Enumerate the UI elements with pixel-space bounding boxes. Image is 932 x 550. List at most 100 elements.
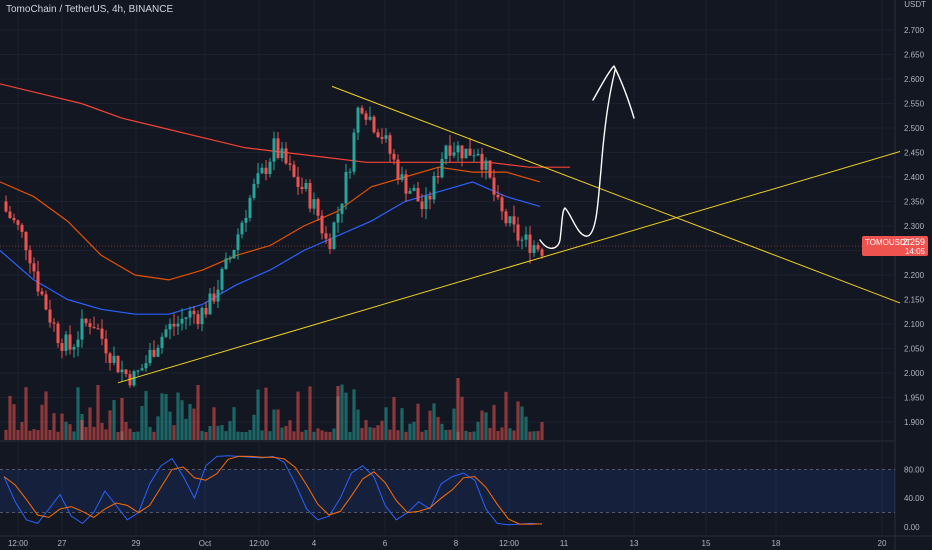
volume-bar [180, 400, 184, 440]
time-tick-label: 27 [58, 539, 67, 548]
volume-bar [416, 403, 420, 440]
candle-body [220, 268, 224, 290]
candle-body [12, 218, 16, 221]
candle-body [188, 310, 192, 318]
volume-bar [456, 378, 460, 440]
candle-body [84, 318, 88, 324]
candle-body [360, 107, 364, 114]
candle-body [20, 224, 24, 232]
candle-body [108, 353, 112, 363]
candle-body [288, 163, 292, 165]
volume-bar [296, 391, 300, 440]
candle-body [376, 132, 380, 138]
candle-body [340, 203, 344, 214]
candle-body [156, 347, 160, 357]
volume-bar [184, 418, 188, 440]
volume-bar [264, 387, 268, 440]
price-tick-label: 2.650 [904, 51, 925, 60]
volume-bar [392, 397, 396, 440]
candle-body [28, 250, 32, 264]
volume-bar [320, 430, 324, 440]
volume-bar [60, 413, 64, 440]
price-tick-label: 2.150 [904, 296, 925, 305]
volume-bar [56, 431, 60, 440]
volume-bar [396, 430, 400, 440]
candle-body [88, 323, 92, 327]
time-tick-label: 4 [312, 539, 317, 548]
candle-body [388, 135, 392, 154]
volume-bar [448, 429, 452, 440]
volume-bar [380, 420, 384, 440]
candle-body [200, 307, 204, 325]
candle-body [540, 249, 544, 256]
price-tick-label: 2.450 [904, 149, 925, 158]
volume-bar [220, 424, 224, 440]
candle-body [472, 155, 476, 157]
volume-bar [212, 407, 216, 440]
last-price-tag: TOMOUSDT 2.259 14:05 [862, 236, 928, 256]
candle-body [52, 322, 56, 324]
volume-bar [36, 430, 40, 440]
volume-bar [508, 428, 512, 440]
volume-bar [12, 404, 16, 440]
volume-bar [476, 421, 480, 440]
candle-body [332, 222, 336, 249]
candle-body [380, 137, 384, 139]
volume-bar [76, 387, 80, 440]
time-tick-label: Oct [199, 539, 212, 548]
price-tick-label: 2.600 [904, 75, 925, 84]
volume-bar [436, 416, 440, 440]
candle-body [524, 234, 528, 240]
candle-body [512, 216, 516, 225]
candle-body [356, 107, 360, 133]
candle-body [92, 326, 96, 329]
volume-bar [400, 408, 404, 440]
candle-body [116, 355, 120, 373]
volume-bar [164, 394, 168, 440]
time-axis: 12:00 27 29 Oct 12:00 4 6 8 12:00 11 13 15 18 20 [8, 539, 887, 548]
stochastic-k-line [3, 455, 543, 526]
volume-bar [64, 421, 68, 440]
candle-body [180, 318, 184, 324]
volume-bar [536, 431, 540, 440]
candle-body [456, 145, 460, 153]
candle-body [228, 258, 232, 260]
candle-body [392, 153, 396, 160]
candle-body [296, 176, 300, 187]
candle-body [496, 194, 500, 198]
time-tick-label: 8 [454, 539, 459, 548]
candle-body [348, 171, 352, 173]
volume-bar [488, 427, 492, 440]
volume-bar [492, 404, 496, 440]
candle-body [304, 182, 308, 190]
support-trendline [117, 151, 901, 384]
price-tick-label: 2.300 [904, 222, 925, 231]
candle-body [352, 132, 356, 172]
candle-body [264, 167, 268, 174]
volume-bar [284, 425, 288, 440]
time-tick-label: 12:00 [249, 539, 270, 548]
volume-bar [116, 431, 120, 440]
candle-body [232, 249, 236, 259]
volume-bar [132, 432, 136, 440]
volume-bar [480, 410, 484, 440]
price-tick-label: 1.900 [904, 418, 925, 427]
volume-bar [376, 425, 380, 440]
volume-bar [260, 430, 264, 440]
candle-body [240, 222, 244, 235]
candle-body [508, 216, 512, 224]
volume-bar [68, 424, 72, 440]
volume-bar [288, 420, 292, 440]
volume-bar [440, 423, 444, 440]
volume-bar [168, 411, 172, 440]
price-tick-label: 2.100 [904, 320, 925, 329]
candle-body [324, 233, 328, 239]
volume-bar [92, 426, 96, 440]
volume-bar [324, 431, 328, 440]
volume-bar [388, 429, 392, 440]
candle-body [372, 116, 376, 133]
volume-bar [124, 422, 128, 440]
candle-body [452, 152, 456, 156]
candle-body [444, 145, 448, 159]
